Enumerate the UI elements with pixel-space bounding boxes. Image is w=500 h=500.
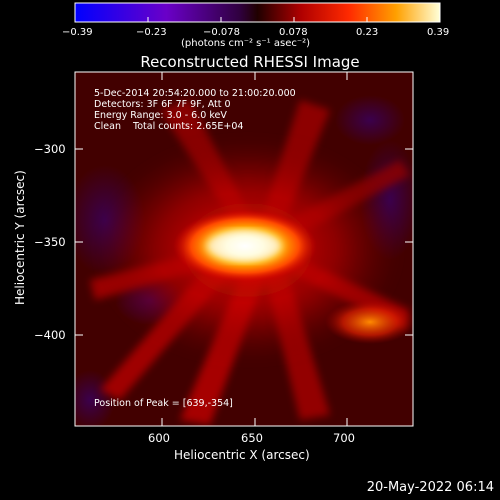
x-tick-label: 650: [241, 431, 263, 445]
method-annotation: Clean Total counts: 2.65E+04: [94, 121, 244, 132]
x-tick-label: 600: [148, 431, 170, 445]
axis-tick-marks: [75, 72, 413, 426]
y-tick-label: −400: [34, 328, 66, 342]
time-range-annotation: 5-Dec-2014 20:54:20.000 to 21:00:20.000: [94, 88, 296, 99]
colorbar-tick-label: −0.39: [62, 27, 93, 38]
heatmap-image: [75, 72, 413, 426]
y-tick-label: −350: [34, 235, 66, 249]
energy-annotation: Energy Range: 3.0 - 6.0 keV: [94, 110, 227, 121]
colorbar: [74, 2, 441, 23]
colorbar-unit-label: (photons cm⁻² s⁻¹ asec⁻²): [181, 38, 311, 49]
colorbar-tick-label: 0.39: [427, 27, 450, 38]
colorbar-tick-label: −0.23: [136, 27, 167, 38]
colorbar-tick-label: −0.078: [203, 27, 241, 38]
y-axis-label: Heliocentric Y (arcsec): [13, 170, 27, 305]
plot-frame: [74, 71, 414, 427]
y-tick-label: −300: [34, 142, 66, 156]
peak-position-annotation: Position of Peak = [639,-354]: [94, 398, 233, 409]
colorbar-tick-marks: [74, 17, 441, 22]
x-axis-label: Heliocentric X (arcsec): [174, 448, 310, 462]
x-tick-label: 700: [333, 431, 355, 445]
chart-title: Reconstructed RHESSI Image: [140, 53, 360, 71]
colorbar-tick-label: 0.23: [356, 27, 379, 38]
colorbar-tick-label: 0.078: [279, 27, 308, 38]
footer-date: 20-May-2022 06:14: [366, 480, 494, 495]
detectors-annotation: Detectors: 3F 6F 7F 9F, Att 0: [94, 99, 231, 110]
